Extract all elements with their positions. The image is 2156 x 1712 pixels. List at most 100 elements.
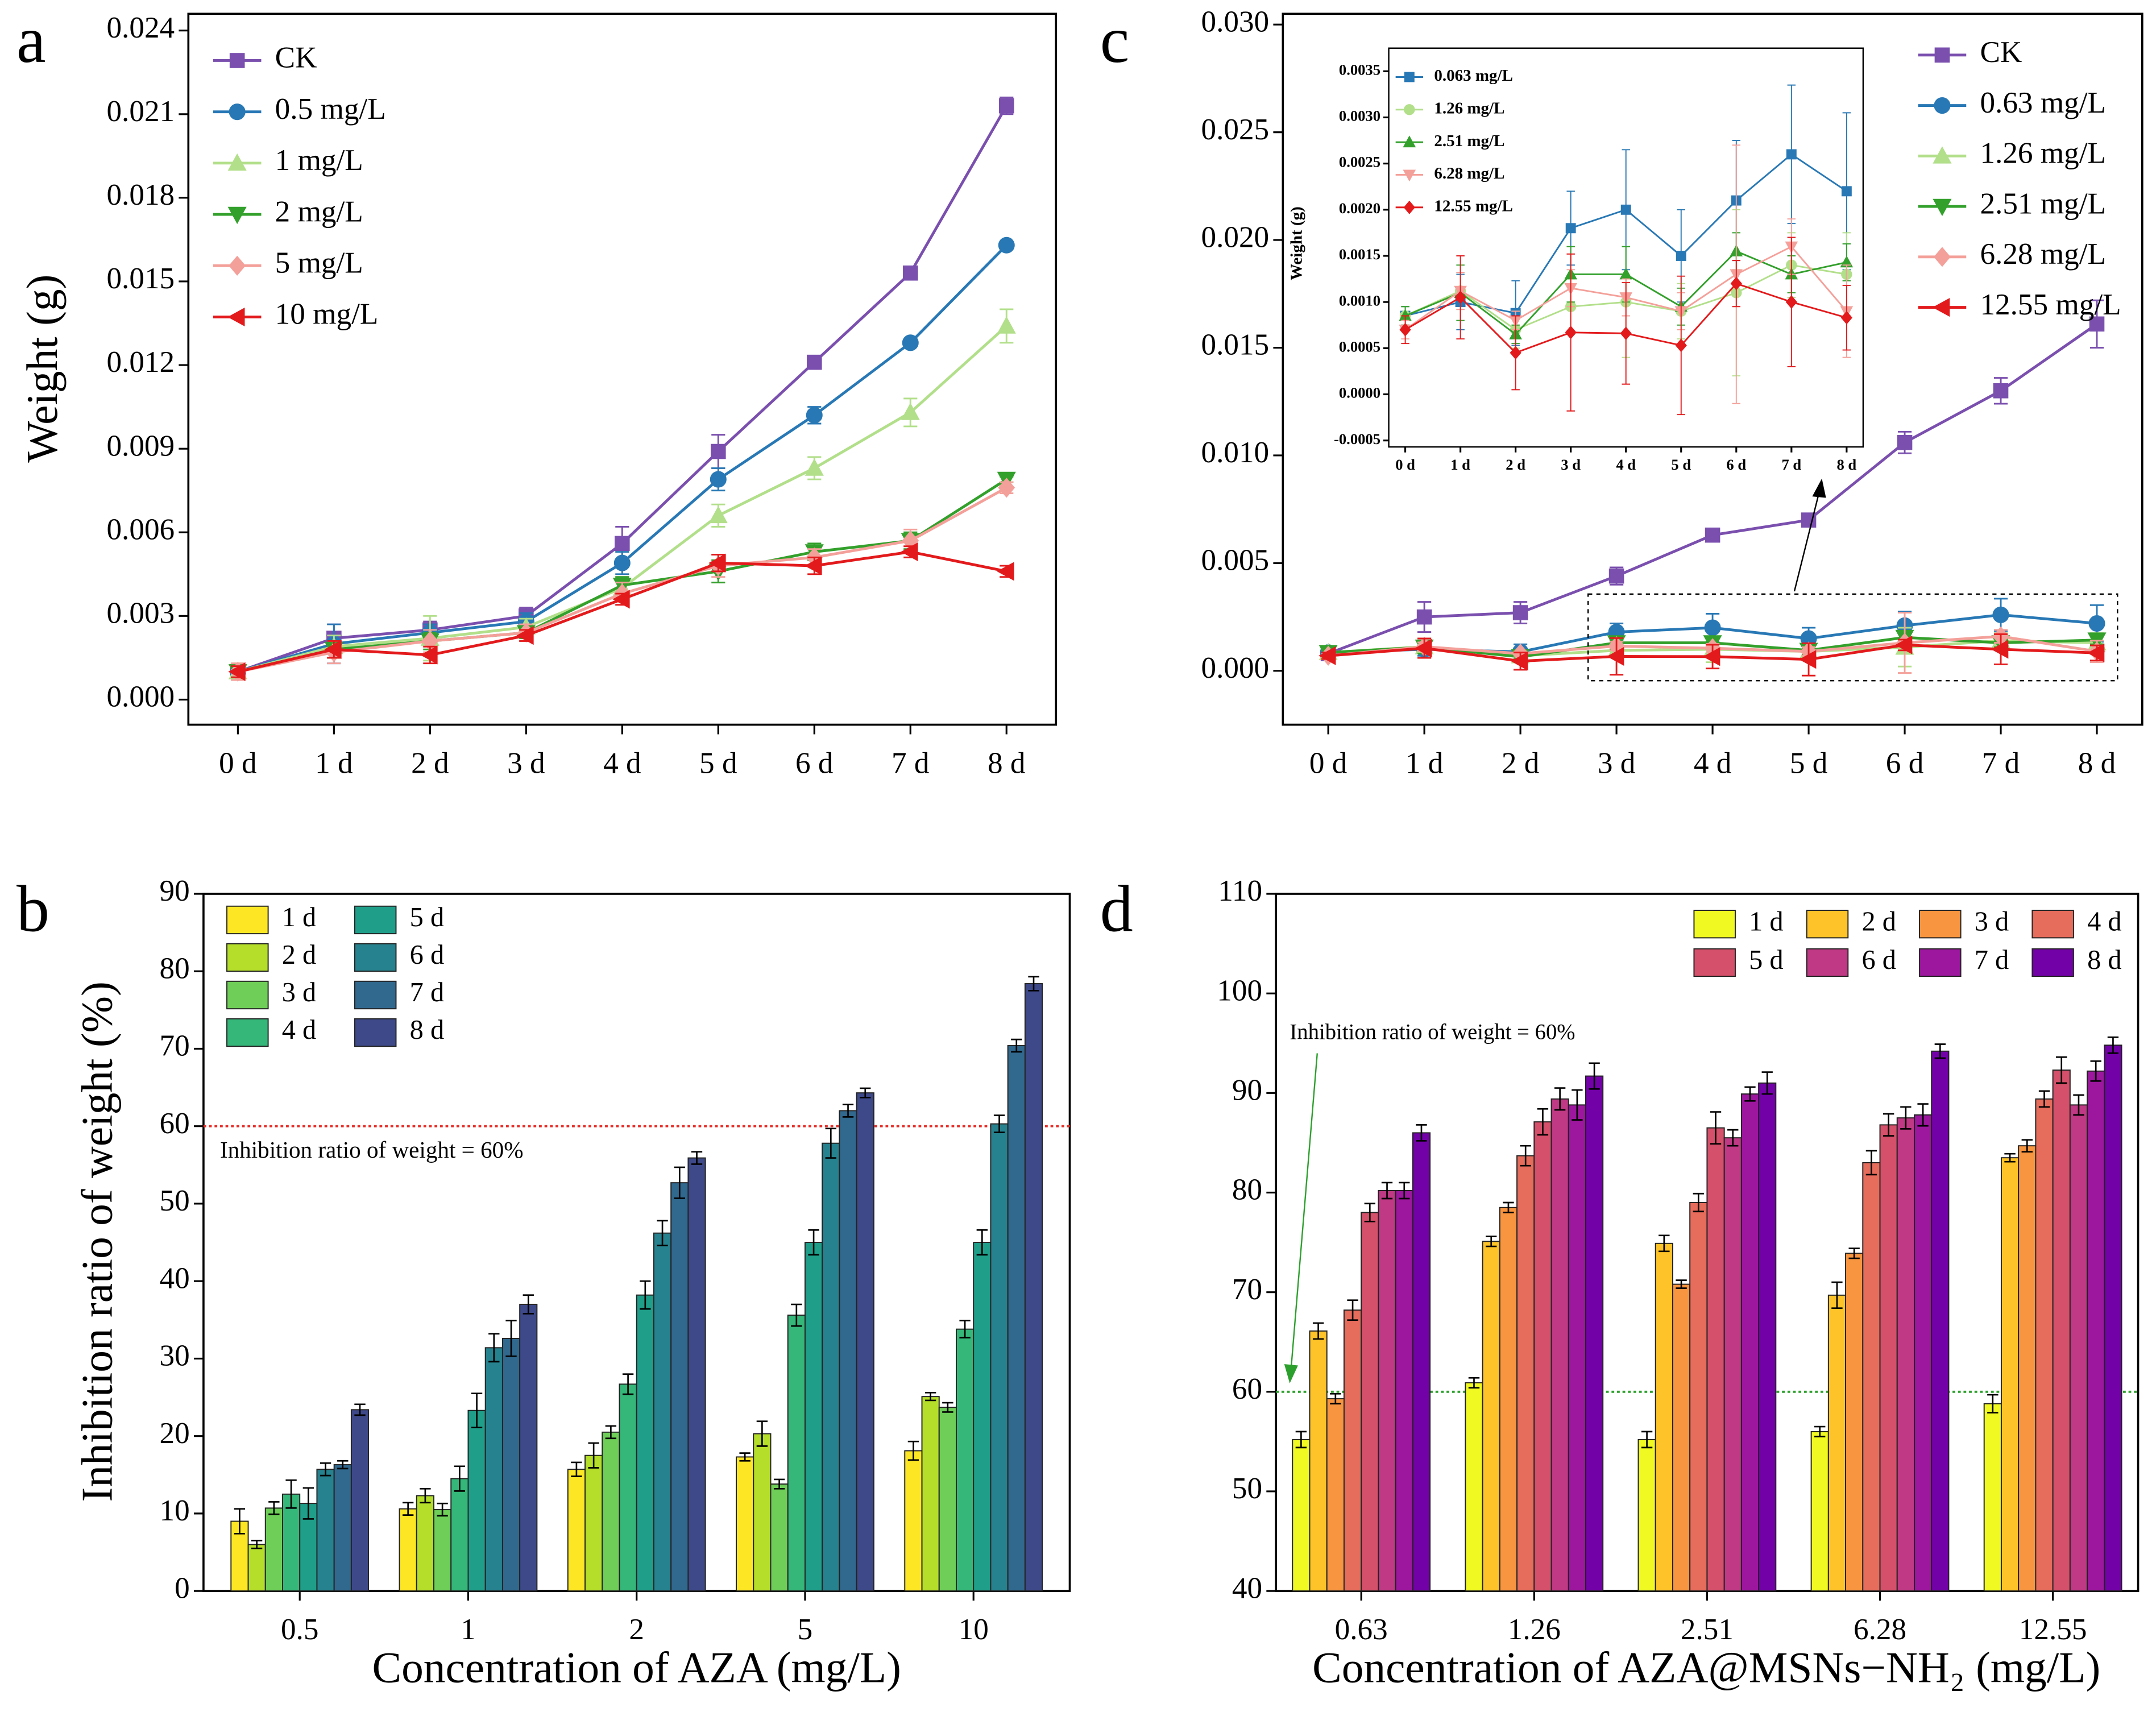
bar bbox=[1378, 1190, 1396, 1592]
bar bbox=[1740, 1093, 1760, 1592]
bar bbox=[804, 1242, 823, 1592]
y-tick-label: 0.000 bbox=[1201, 651, 1269, 685]
legend-label: CK bbox=[275, 41, 317, 74]
reference-label: Inhibition ratio of weight = 60% bbox=[220, 1137, 524, 1163]
bar bbox=[416, 1495, 434, 1592]
x-tick-label: 5 d bbox=[1671, 456, 1691, 473]
bar bbox=[333, 1464, 352, 1592]
marker bbox=[613, 554, 631, 571]
bar bbox=[2087, 1070, 2105, 1592]
bar bbox=[1896, 1117, 1915, 1592]
marker bbox=[901, 403, 920, 420]
marker bbox=[516, 626, 534, 645]
error-bar bbox=[1364, 1203, 1375, 1222]
marker bbox=[1399, 322, 1411, 337]
legend-marker bbox=[229, 53, 245, 68]
bar bbox=[1758, 1082, 1777, 1592]
error-bar bbox=[1987, 1394, 1999, 1413]
legend-swatch bbox=[2031, 910, 2074, 939]
x-tick-label: 6 d bbox=[1726, 456, 1746, 473]
legend-label: 6 d bbox=[410, 940, 444, 970]
bar bbox=[433, 1509, 452, 1592]
error-bar bbox=[2038, 1090, 2050, 1108]
marker bbox=[1416, 609, 1432, 625]
legend-marker bbox=[1933, 146, 1952, 164]
marker bbox=[805, 556, 822, 575]
legend-swatch bbox=[1693, 948, 1736, 977]
error-bar bbox=[825, 1127, 836, 1159]
error-bar bbox=[2021, 1139, 2033, 1153]
marker bbox=[1799, 650, 1817, 669]
legend-marker bbox=[1933, 198, 1952, 217]
error-bar bbox=[402, 1502, 414, 1516]
error-bar bbox=[505, 1320, 517, 1357]
bar bbox=[399, 1508, 417, 1592]
marker bbox=[1512, 605, 1528, 620]
error-bar bbox=[234, 1508, 246, 1535]
y-tick-label: 10 bbox=[160, 1494, 190, 1527]
legend-label: 5 d bbox=[1749, 945, 1783, 975]
error-bar bbox=[2073, 1094, 2084, 1116]
error-bar bbox=[1710, 1111, 1722, 1145]
legend-marker bbox=[1404, 104, 1415, 115]
legend-label: 1.26 mg/L bbox=[1980, 136, 2106, 170]
legend-label: 2.51 mg/L bbox=[1434, 132, 1504, 150]
x-axis-title: Concentration of AZA (mg/L) bbox=[372, 1643, 901, 1692]
y-tick-label: 0.006 bbox=[106, 512, 175, 546]
bar bbox=[1706, 1127, 1725, 1592]
error-bar bbox=[1814, 1425, 1826, 1437]
error-bar bbox=[1330, 1392, 1341, 1405]
bar bbox=[1879, 1124, 1898, 1592]
legend-swatch bbox=[226, 980, 269, 1010]
marker bbox=[1895, 635, 1913, 654]
marker bbox=[710, 471, 727, 488]
marker bbox=[1415, 639, 1432, 658]
bar bbox=[2104, 1044, 2122, 1592]
legend-marker bbox=[1404, 72, 1415, 82]
x-tick-label: 1.26 bbox=[1508, 1612, 1561, 1646]
legend-swatch bbox=[354, 980, 397, 1010]
legend-swatch bbox=[354, 943, 397, 972]
y-tick-label: 0.030 bbox=[1201, 5, 1269, 38]
legend-marker bbox=[229, 255, 246, 276]
error-bar bbox=[2004, 1153, 2016, 1163]
legend-label: 2 d bbox=[282, 940, 316, 970]
x-tick-label: 0.5 bbox=[281, 1612, 318, 1646]
bar bbox=[822, 1142, 840, 1592]
error-bar bbox=[1883, 1113, 1894, 1137]
y-tick-label: 0.024 bbox=[106, 11, 175, 44]
legend-label: 3 d bbox=[282, 977, 316, 1008]
legend-marker bbox=[1403, 135, 1416, 148]
bar bbox=[753, 1433, 772, 1592]
y-tick-label: 0.0000 bbox=[1339, 384, 1380, 401]
error-bar bbox=[674, 1166, 685, 1199]
legend-swatch bbox=[1919, 910, 1962, 939]
zoom-box bbox=[1587, 593, 2118, 682]
error-bar bbox=[605, 1425, 617, 1440]
x-tick-label: 1 bbox=[461, 1612, 476, 1646]
x-tick-label: 0.63 bbox=[1335, 1612, 1388, 1646]
panel-label: d bbox=[1100, 873, 1133, 946]
bar bbox=[1361, 1212, 1379, 1592]
y-tick-label: 70 bbox=[160, 1029, 190, 1063]
error-bar bbox=[1503, 1201, 1514, 1213]
legend-marker bbox=[227, 153, 247, 171]
bar bbox=[990, 1123, 1009, 1592]
bar bbox=[584, 1454, 603, 1592]
legend-label: 1 d bbox=[282, 902, 316, 932]
zoom-arrow bbox=[1793, 492, 1820, 592]
bar bbox=[316, 1469, 335, 1592]
marker bbox=[708, 505, 728, 524]
error-bar bbox=[1641, 1431, 1653, 1449]
y-tick-label: 80 bbox=[1232, 1173, 1262, 1207]
marker bbox=[806, 354, 822, 370]
error-bar bbox=[657, 1220, 668, 1246]
error-bar bbox=[1295, 1431, 1307, 1449]
marker bbox=[1676, 251, 1686, 261]
marker bbox=[1897, 434, 1913, 450]
marker bbox=[1608, 568, 1624, 584]
bar bbox=[1655, 1242, 1673, 1592]
legend-swatch bbox=[226, 905, 269, 935]
y-tick-label: 90 bbox=[160, 874, 190, 907]
bar bbox=[1931, 1050, 1950, 1592]
